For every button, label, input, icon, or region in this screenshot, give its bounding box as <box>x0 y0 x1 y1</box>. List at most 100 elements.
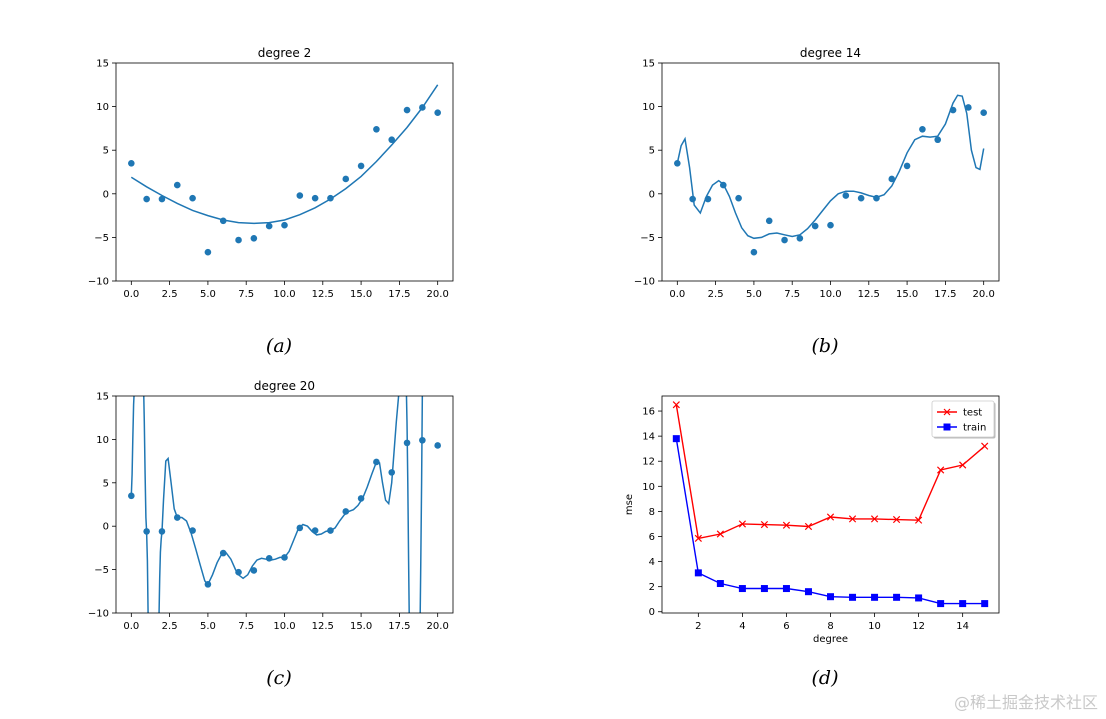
data-point <box>250 234 258 242</box>
series-line-train <box>675 438 985 605</box>
x-tick-label: 2.5 <box>162 289 178 300</box>
marker-train <box>760 585 768 593</box>
data-point <box>204 581 212 588</box>
marker-test <box>914 516 923 524</box>
marker-train <box>937 600 945 608</box>
data-point <box>235 236 242 244</box>
y-tick-label: 10 <box>96 102 109 113</box>
x-tick-label: 17.5 <box>388 621 410 632</box>
fit-curve <box>676 94 985 240</box>
data-point <box>434 109 441 117</box>
x-tick-label: 5.0 <box>746 289 762 300</box>
chart-title: degree 20 <box>254 379 315 393</box>
y-tick-label: 4 <box>649 557 655 568</box>
y-tick-label: 15 <box>642 59 655 70</box>
x-tick-label: 20.0 <box>427 621 449 632</box>
plot-area <box>128 396 441 613</box>
data-point <box>434 442 441 449</box>
legend-marker-test <box>943 408 951 416</box>
data-point <box>388 136 396 144</box>
chart-title: degree 2 <box>258 46 312 60</box>
x-tick-label: 12.5 <box>312 621 334 632</box>
data-point <box>250 567 258 574</box>
x-tick-label: 0.0 <box>123 289 139 300</box>
marker-test <box>870 515 879 523</box>
x-tick-label: 10.0 <box>819 289 841 300</box>
x-tick-label: 15.0 <box>350 289 372 300</box>
y-tick-label: 5 <box>103 478 109 489</box>
data-point <box>735 194 742 202</box>
x-tick-label: 7.5 <box>784 289 800 300</box>
data-point <box>796 234 804 242</box>
data-point <box>342 508 350 515</box>
y-tick-label: −5 <box>94 233 109 244</box>
data-point <box>342 175 350 183</box>
y-tick-label: 10 <box>96 435 109 446</box>
data-point <box>204 248 212 256</box>
data-point <box>265 222 273 230</box>
data-point <box>388 469 396 476</box>
data-point <box>842 192 850 199</box>
marker-test <box>760 520 769 529</box>
x-tick-label: 2 <box>695 621 701 632</box>
data-point <box>296 524 304 532</box>
data-point <box>674 159 681 167</box>
y-tick-label: −5 <box>640 233 655 244</box>
marker-train <box>893 593 901 601</box>
marker-test <box>672 401 680 409</box>
marker-test <box>738 520 747 528</box>
y-tick-label: 0 <box>103 522 109 533</box>
panel-caption: (a) <box>266 335 292 357</box>
plot-area <box>128 84 441 256</box>
data-point <box>934 136 942 144</box>
fit-curve <box>130 396 424 613</box>
y-axis-label: mse <box>624 494 635 515</box>
data-point <box>219 549 227 557</box>
data-point <box>327 194 334 202</box>
data-point <box>689 195 696 203</box>
x-tick-label: 2.5 <box>162 621 178 632</box>
marker-test <box>981 442 989 450</box>
marker-train <box>716 580 724 588</box>
data-point <box>750 248 758 256</box>
data-point <box>357 495 365 502</box>
x-tick-label: 15.0 <box>350 621 372 632</box>
data-point <box>719 181 727 189</box>
data-point <box>235 568 242 576</box>
x-tick-label: 5.0 <box>200 621 216 632</box>
y-tick-label: −5 <box>94 565 109 576</box>
x-tick-label: 0.0 <box>123 621 139 632</box>
x-tick-label: 17.5 <box>934 289 956 300</box>
y-tick-label: 5 <box>649 146 655 157</box>
data-point <box>128 492 135 500</box>
data-point <box>373 458 380 466</box>
y-tick-label: 6 <box>649 532 655 543</box>
data-point <box>189 194 196 202</box>
panel-caption: (c) <box>266 667 291 689</box>
y-tick-label: 0 <box>103 189 109 200</box>
data-point <box>158 195 166 203</box>
axes-frame <box>115 62 454 282</box>
data-point <box>419 436 426 444</box>
data-point <box>919 125 926 133</box>
chart-panel-4: 2 4 6 8 10 12 140246810121416degreemse(d)testt… <box>624 395 1000 689</box>
marker-train <box>959 600 967 608</box>
x-tick-label: 12 <box>912 621 925 632</box>
data-point <box>704 195 712 203</box>
marker-test <box>694 534 702 542</box>
x-tick-label: 7.5 <box>238 621 254 632</box>
data-point <box>173 514 181 521</box>
marker-test <box>782 521 791 529</box>
y-tick-label: 8 <box>649 507 655 518</box>
legend-marker-train <box>943 423 951 431</box>
data-point <box>903 162 911 170</box>
y-tick-label: 14 <box>642 432 655 443</box>
y-tick-label: 10 <box>642 482 655 493</box>
data-point <box>980 109 987 117</box>
marker-test <box>804 522 813 531</box>
data-point <box>373 125 380 133</box>
y-tick-label: −10 <box>88 609 109 620</box>
data-point <box>311 194 319 202</box>
fit-curve <box>130 84 439 225</box>
data-point <box>857 194 865 202</box>
